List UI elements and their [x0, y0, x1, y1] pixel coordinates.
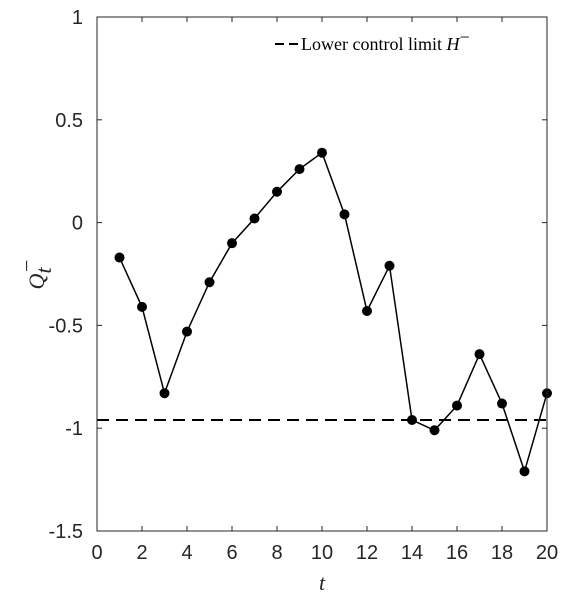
data-point [249, 213, 260, 224]
data-point [474, 349, 485, 360]
data-point [204, 277, 215, 288]
y-tick-label: -1.5 [49, 521, 83, 543]
y-tick-label: -0.5 [49, 315, 83, 337]
data-point [159, 388, 170, 399]
data-point [182, 326, 192, 337]
y-tick-label: 0.5 [55, 110, 83, 132]
data-point [429, 425, 440, 436]
data-point [294, 164, 305, 175]
plot-frame [96, 16, 548, 532]
x-tick-label: 6 [226, 542, 237, 564]
legend-entry-text: Lower control limit [301, 34, 446, 54]
x-tick-label: 18 [491, 542, 513, 564]
data-point [407, 414, 417, 425]
y-tick-label: -1 [65, 418, 83, 440]
x-tick-label: 10 [311, 542, 333, 564]
y-tick-label: 0 [72, 213, 83, 235]
legend-entry: Lower control limit H− [301, 27, 470, 54]
x-axis-label: t [319, 570, 326, 595]
x-tick-label: 8 [271, 542, 282, 564]
data-point [339, 209, 350, 220]
y-tick-label: 1 [72, 7, 83, 29]
y-axis-label-sup: − [14, 259, 39, 274]
y-axis-label: Qt− [14, 259, 56, 290]
series-layer [97, 147, 552, 477]
legend-entry-math: H [445, 34, 460, 54]
x-tick-label: 12 [356, 542, 378, 564]
data-point [519, 466, 530, 477]
data-point [384, 260, 395, 271]
data-point [317, 147, 327, 158]
legend-entry-sup: − [459, 27, 469, 47]
data-point [452, 400, 462, 411]
data-point [272, 186, 282, 197]
x-tick-label: 0 [91, 542, 102, 564]
data-point [137, 301, 147, 312]
series-line [118, 151, 548, 474]
x-tick-label: 20 [536, 542, 558, 564]
y-axis-label-sub: t [31, 267, 56, 274]
svg-text:Qt−: Qt− [14, 259, 56, 290]
y-axis-label-base: Q [24, 273, 49, 289]
x-tick-label: 4 [181, 542, 192, 564]
x-tick-label: 2 [136, 542, 147, 564]
data-point [362, 306, 372, 317]
legend: Lower control limit H− [275, 27, 470, 54]
plot-area [97, 17, 547, 531]
data-point [227, 238, 237, 249]
x-tick-label: 14 [401, 542, 423, 564]
ticks: 0 2 4 6 8 10 12 14 16 18 20 -1.5 -1 -0.5 0 0.5 1 [49, 7, 559, 564]
data-point [497, 398, 507, 409]
x-tick-label: 16 [446, 542, 468, 564]
data-point [114, 252, 125, 263]
